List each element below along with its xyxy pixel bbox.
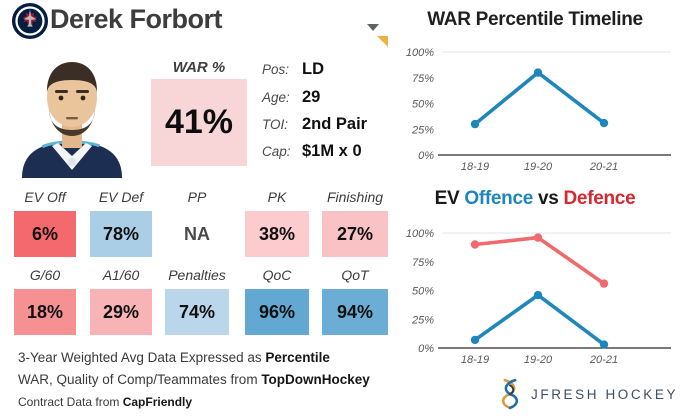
- footnote-2-bold: TopDownHockey: [261, 372, 370, 387]
- stat-value: 29%: [102, 301, 140, 322]
- war-box: 41%: [151, 79, 247, 166]
- stat-value: 74%: [178, 301, 216, 322]
- title-part: vs: [533, 188, 564, 209]
- svg-text:0%: 0%: [418, 343, 434, 355]
- title-part: Offence: [464, 188, 534, 209]
- stat-value: 78%: [102, 223, 140, 244]
- stat-label: Finishing: [326, 189, 384, 205]
- age-value: 29: [302, 88, 321, 106]
- info-row-cap: Cap: $1M x 0: [262, 142, 397, 166]
- svg-text:20-21: 20-21: [589, 354, 618, 366]
- toi-value: 2nd Pair: [302, 115, 368, 133]
- title-part: Defence: [563, 188, 636, 209]
- cap-value: $1M x 0: [302, 142, 362, 160]
- stat-value: 18%: [26, 301, 64, 322]
- player-photo: [20, 62, 124, 178]
- player-name: Derek Forbort: [50, 4, 223, 34]
- note-marker-icon: [377, 36, 388, 47]
- stat-value: 6%: [31, 223, 58, 244]
- pos-value: LD: [302, 60, 324, 78]
- jfresh-logo-text: JFRESH HOCKEY: [531, 386, 679, 402]
- war-label: WAR %: [172, 59, 226, 76]
- cap-label: Cap:: [262, 144, 291, 159]
- ev-offence-defence-chart: 0% 25% 50% 75% 100% 18-19 19-20 20-21: [406, 228, 671, 366]
- svg-text:100%: 100%: [406, 47, 434, 59]
- war-value: 41%: [164, 103, 234, 141]
- svg-text:25%: 25%: [411, 314, 434, 326]
- stat-value: 94%: [336, 301, 374, 322]
- svg-text:0%: 0%: [418, 150, 434, 162]
- stat-box: 96%: [245, 289, 309, 335]
- svg-text:50%: 50%: [412, 286, 434, 298]
- stat-value: 96%: [258, 301, 296, 322]
- war-chart-title: WAR Percentile Timeline: [427, 9, 643, 30]
- svg-text:18-19: 18-19: [461, 354, 489, 366]
- svg-text:19-20: 19-20: [524, 354, 553, 366]
- ev-chart-title: EV Offence vs Defence: [400, 188, 670, 210]
- stat-label: QoT: [341, 267, 369, 283]
- title-part: EV: [434, 188, 465, 209]
- stat-box: 29%: [90, 289, 152, 335]
- stat-label: PK: [267, 189, 287, 205]
- footnote-source: WAR, Quality of Comp/Teammates from TopD…: [18, 372, 370, 387]
- stat-value: 38%: [258, 223, 296, 244]
- footnote-3-text: Contract Data from: [18, 395, 123, 409]
- stat-box: NA: [165, 211, 229, 257]
- stat-label: EV Def: [98, 189, 144, 205]
- stat-value: NA: [184, 223, 210, 244]
- svg-text:19-20: 19-20: [524, 161, 553, 173]
- stat-label: PP: [187, 189, 207, 205]
- footnote-contract: Contract Data from CapFriendly: [18, 395, 192, 409]
- svg-text:75%: 75%: [412, 73, 434, 85]
- stat-label: A1/60: [102, 267, 140, 283]
- stat-box: 6%: [14, 211, 76, 257]
- stat-box: 38%: [245, 211, 309, 257]
- svg-text:18-19: 18-19: [461, 161, 489, 173]
- winnipeg-jets-logo: [11, 2, 49, 40]
- jfresh-branding: JFRESH HOCKEY: [497, 377, 678, 411]
- stat-box: 74%: [165, 289, 229, 335]
- svg-text:50%: 50%: [412, 99, 434, 111]
- footnote-1-bold: Percentile: [265, 350, 330, 365]
- stat-value: 27%: [336, 223, 374, 244]
- stat-box: 78%: [90, 211, 152, 257]
- stat-box: 94%: [322, 289, 388, 335]
- jet-icon: [23, 9, 37, 27]
- svg-text:100%: 100%: [406, 228, 434, 240]
- footnote-1-text: 3-Year Weighted Avg Data Expressed as: [18, 350, 266, 365]
- svg-text:20-21: 20-21: [589, 161, 618, 173]
- footnote-2-text: WAR, Quality of Comp/Teammates from: [18, 372, 262, 387]
- chevron-down-icon[interactable]: [367, 24, 379, 31]
- info-row-toi: TOI: 2nd Pair: [262, 115, 397, 139]
- war-timeline-chart: 0% 25% 50% 75% 100% 18-19 19-20 20-21: [406, 47, 671, 173]
- stat-label: Penalties: [168, 267, 226, 283]
- toi-label: TOI:: [262, 117, 289, 132]
- footnote-3-bold: CapFriendly: [122, 395, 193, 409]
- jfresh-monogram-icon: [501, 378, 519, 410]
- info-row-age: Age: 29: [262, 88, 397, 112]
- svg-text:75%: 75%: [412, 257, 434, 269]
- age-label: Age:: [262, 90, 290, 105]
- stat-box: 27%: [322, 211, 388, 257]
- stat-box: 18%: [14, 289, 76, 335]
- svg-text:25%: 25%: [411, 124, 434, 136]
- pos-label: Pos:: [262, 62, 290, 77]
- info-row-pos: Pos: LD: [262, 60, 397, 84]
- stat-label: QoC: [262, 267, 292, 283]
- stat-label: G/60: [29, 267, 61, 283]
- stat-label: EV Off: [24, 189, 66, 205]
- footnote-percentile: 3-Year Weighted Avg Data Expressed as Pe…: [18, 350, 330, 365]
